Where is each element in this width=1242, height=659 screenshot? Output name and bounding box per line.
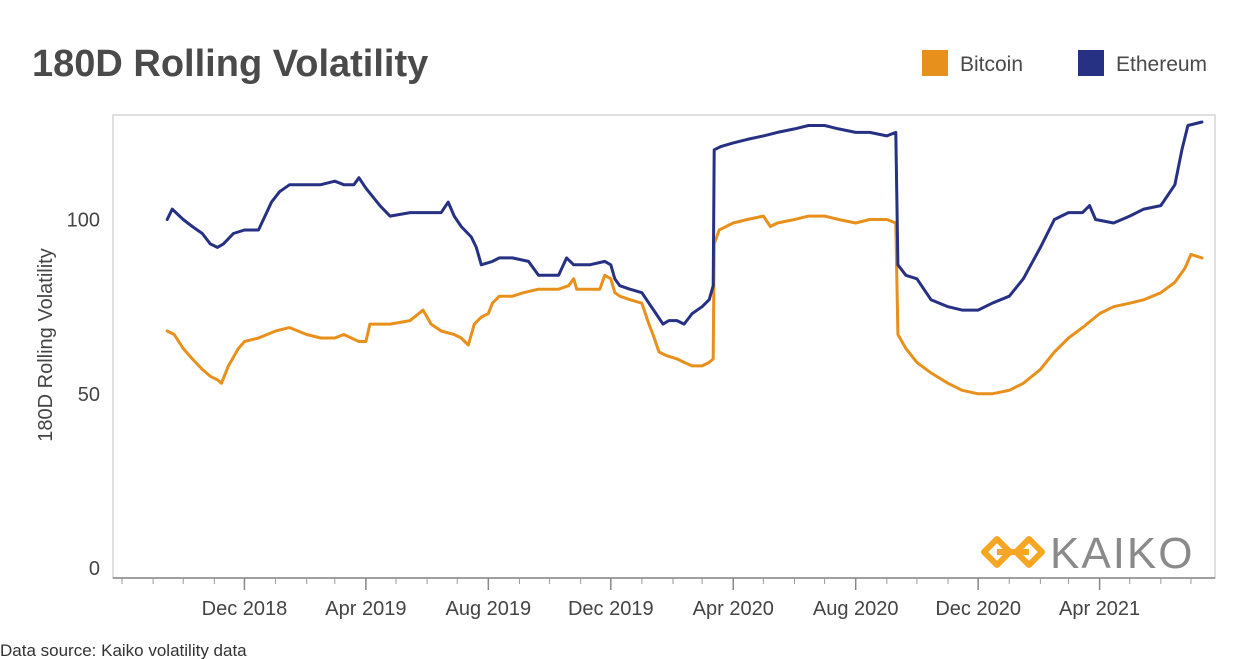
data-source-note: Data source: Kaiko volatility data <box>0 641 247 659</box>
legend-label-ethereum: Ethereum <box>1116 53 1207 76</box>
y-axis-title: 180D Rolling Volatility <box>35 248 57 441</box>
kaiko-logo: KAIKO <box>981 529 1195 578</box>
x-tick-label: Aug 2020 <box>813 598 899 620</box>
x-tick-label: Aug 2019 <box>446 598 532 620</box>
x-tick-label: Apr 2021 <box>1059 598 1140 620</box>
legend-label-bitcoin: Bitcoin <box>960 53 1023 76</box>
x-tick-label: Apr 2019 <box>325 598 406 620</box>
y-axis: 0 50 100 <box>67 210 100 580</box>
y-tick-label: 0 <box>89 558 100 580</box>
series-group <box>165 120 1204 396</box>
y-tick-label: 100 <box>67 210 100 232</box>
x-tick-label: Dec 2019 <box>568 598 654 620</box>
legend: Bitcoin Ethereum <box>922 50 1207 76</box>
legend-swatch-ethereum <box>1078 50 1104 76</box>
series-line-bitcoin <box>165 214 1204 396</box>
y-tick-label: 50 <box>78 384 100 406</box>
chart-title: 180D Rolling Volatility <box>32 43 428 85</box>
x-tick-label: Apr 2020 <box>693 598 774 620</box>
plot-frame <box>112 114 1216 579</box>
kaiko-logo-text: KAIKO <box>1050 529 1195 578</box>
legend-swatch-bitcoin <box>922 50 948 76</box>
x-tick-label: Dec 2020 <box>935 598 1021 620</box>
x-tick-label: Dec 2018 <box>202 598 288 620</box>
series-line-ethereum <box>165 120 1204 326</box>
x-axis: Dec 2018 Apr 2019 Aug 2019 Dec 2019 Apr 2020… <box>113 577 1215 620</box>
kaiko-diamond-chain-icon <box>981 536 1045 568</box>
